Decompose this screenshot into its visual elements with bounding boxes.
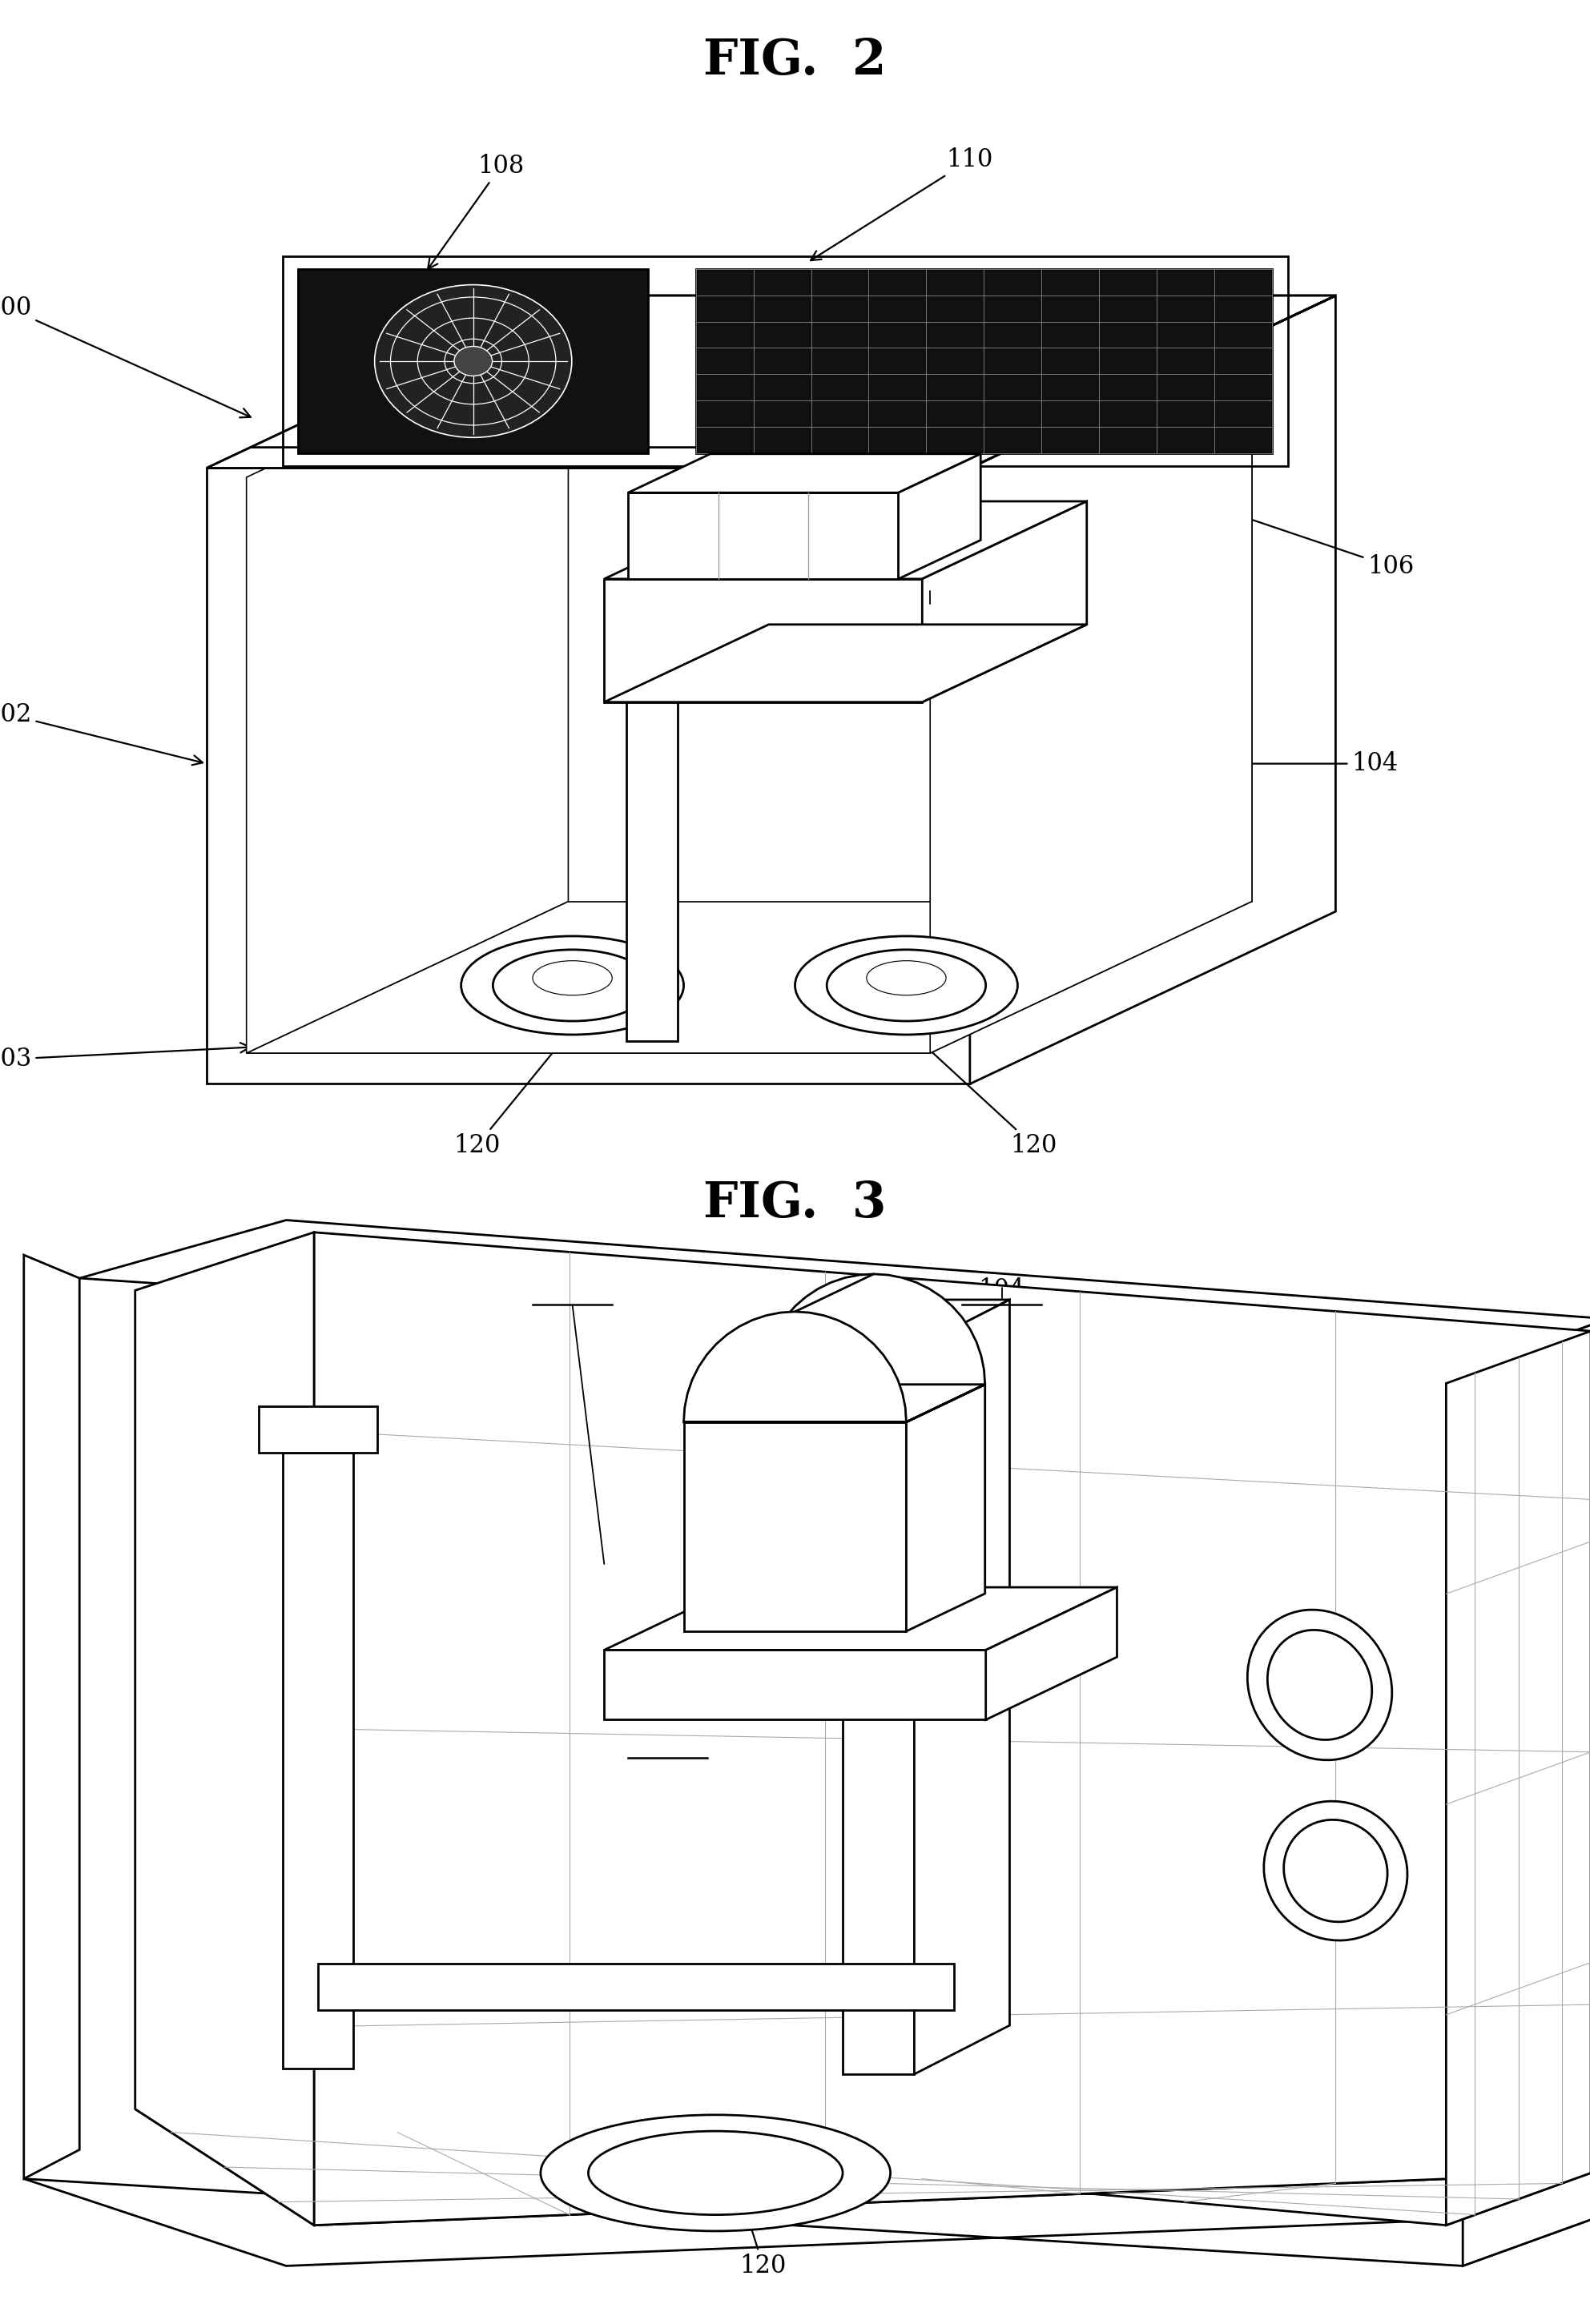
Text: 110: 110 [811, 149, 994, 260]
Circle shape [375, 286, 572, 437]
Polygon shape [246, 476, 930, 1053]
Ellipse shape [795, 937, 1018, 1034]
Polygon shape [207, 295, 1336, 467]
Text: 106: 106 [1213, 504, 1414, 579]
Text: 130: 130 [938, 590, 984, 616]
Polygon shape [246, 325, 568, 1053]
Ellipse shape [1283, 1820, 1388, 1922]
Polygon shape [568, 325, 1251, 902]
Text: FIG.  2: FIG. 2 [703, 37, 887, 86]
Polygon shape [24, 2180, 1590, 2266]
Polygon shape [843, 1299, 1010, 1348]
Polygon shape [970, 295, 1336, 1083]
Polygon shape [696, 270, 1272, 453]
Polygon shape [259, 1406, 377, 1452]
Text: 104: 104 [978, 1278, 1026, 1301]
Text: 104: 104 [1150, 751, 1398, 776]
Polygon shape [922, 502, 1088, 702]
Text: 108: 108 [428, 153, 525, 270]
Polygon shape [604, 502, 1088, 579]
Polygon shape [315, 1232, 1590, 2226]
Ellipse shape [827, 951, 986, 1020]
Polygon shape [207, 446, 1014, 467]
Ellipse shape [461, 937, 684, 1034]
Polygon shape [604, 579, 922, 702]
Polygon shape [684, 1311, 906, 1422]
Text: 200: 200 [671, 825, 825, 892]
Polygon shape [684, 1422, 906, 1631]
Polygon shape [763, 1274, 986, 1422]
Ellipse shape [541, 2115, 890, 2231]
Ellipse shape [493, 951, 652, 1020]
Ellipse shape [588, 2131, 843, 2215]
Polygon shape [207, 467, 970, 1083]
Polygon shape [604, 625, 1088, 702]
Polygon shape [628, 493, 898, 579]
Polygon shape [283, 1452, 353, 2068]
Polygon shape [914, 1299, 1010, 2075]
Polygon shape [135, 1232, 315, 2226]
Polygon shape [906, 1385, 986, 1631]
Polygon shape [898, 453, 981, 579]
Polygon shape [986, 1587, 1118, 1720]
Ellipse shape [1248, 1611, 1391, 1759]
Text: 120: 120 [1324, 1638, 1557, 1687]
Polygon shape [24, 1255, 80, 2180]
Ellipse shape [1264, 1801, 1407, 1941]
Polygon shape [318, 1964, 954, 2010]
Text: 102: 102 [0, 702, 202, 765]
Polygon shape [604, 1587, 1118, 1650]
Polygon shape [207, 295, 1336, 467]
Polygon shape [843, 1348, 914, 2075]
Ellipse shape [1267, 1629, 1372, 1741]
Polygon shape [930, 325, 1251, 1053]
Text: 100: 100 [0, 295, 251, 418]
Polygon shape [299, 270, 649, 453]
Polygon shape [628, 453, 981, 493]
Polygon shape [135, 2110, 1590, 2226]
Polygon shape [626, 679, 677, 1041]
Polygon shape [1463, 1320, 1590, 2266]
Text: 120: 120 [909, 1032, 1057, 1157]
Text: 200: 200 [708, 1336, 755, 1569]
Polygon shape [1447, 1332, 1590, 2226]
Polygon shape [246, 902, 1251, 1053]
Text: 120: 120 [453, 1032, 569, 1157]
Text: 120: 120 [1340, 1789, 1557, 1871]
Polygon shape [80, 1220, 1590, 1371]
Polygon shape [970, 295, 1336, 467]
Text: 120: 120 [716, 2119, 787, 2278]
Circle shape [455, 346, 493, 376]
Polygon shape [684, 1385, 986, 1422]
Text: FIG.  3: FIG. 3 [703, 1181, 887, 1227]
Text: 103: 103 [0, 1043, 250, 1071]
Text: 103: 103 [644, 1731, 692, 1755]
Polygon shape [251, 295, 1336, 446]
Text: 102: 102 [549, 1278, 596, 1301]
Polygon shape [604, 1650, 986, 1720]
